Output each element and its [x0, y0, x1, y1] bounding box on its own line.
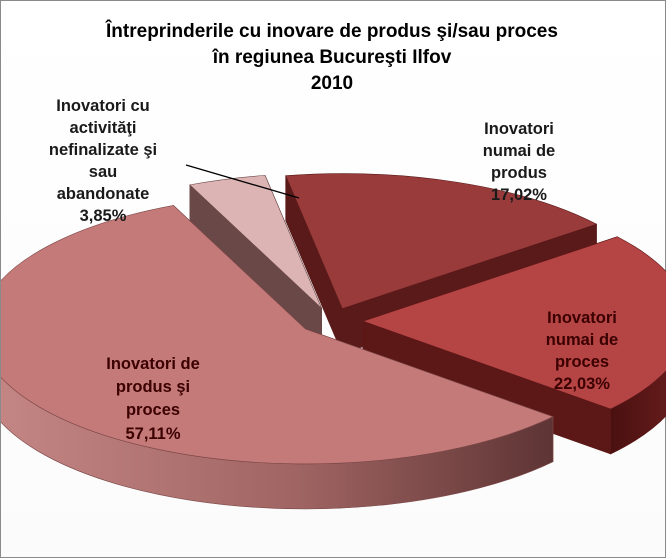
slice-label-abandonate-value: 3,85%	[80, 207, 127, 225]
chart-title-line-1: Întreprinderile cu inovare de produs şi/…	[105, 20, 558, 42]
slice-label-proces-value: 22,03%	[554, 375, 610, 393]
slice-label-abandonate-line-1: Inovatori cu	[56, 97, 150, 115]
pie-slice-proces-top	[362, 236, 666, 410]
chart-title-line-2: în regiunea Bucureşti Ilfov	[212, 47, 452, 68]
slice-label-abandonate-line-4: sau	[89, 163, 117, 181]
chart-title-line-3: 2010	[311, 73, 353, 94]
slice-labels: Inovatori numai de produs 17,02% Inovato…	[49, 97, 618, 443]
slice-label-abandonate-line-3: nefinalizate şi	[49, 141, 157, 159]
pie-slice-proces-rim-1	[610, 370, 666, 455]
slice-label-produs-line-3: produs	[491, 164, 547, 182]
slice-label-produs-line-1: Inovatori	[484, 120, 554, 138]
slice-label-proces-line-2: numai de	[546, 331, 618, 349]
slice-label-proces: Inovatori numai de proces 22,03%	[546, 309, 618, 393]
slice-label-abandonate: Inovatori cu activităţi nefinalizate şi …	[49, 97, 157, 225]
slice-label-produs-si-proces-line-1: Inovatori de	[106, 355, 200, 373]
pie-slice-produs-si-proces-top	[1, 205, 554, 465]
pie-slice-produs-top	[285, 173, 598, 309]
slice-label-proces-line-1: Inovatori	[547, 309, 617, 327]
slice-label-produs-si-proces-value: 57,11%	[125, 425, 180, 443]
slice-label-produs-line-2: numai de	[483, 142, 555, 160]
slice-label-produs-si-proces-line-2: produs şi	[116, 378, 190, 396]
chart-title: Întreprinderile cu inovare de produs şi/…	[105, 20, 558, 94]
pie-slice-abandonate-top	[189, 175, 322, 309]
slice-label-produs: Inovatori numai de produs 17,02%	[483, 120, 555, 204]
slice-label-abandonate-line-2: activităţi	[70, 119, 137, 137]
slice-label-produs-si-proces-line-3: proces	[126, 401, 180, 419]
slice-label-abandonate-line-5: abandonate	[57, 185, 150, 203]
slice-label-proces-line-3: proces	[555, 353, 609, 371]
pie-slices	[1, 173, 666, 510]
slice-label-produs-value: 17,02%	[491, 186, 547, 204]
leader-line	[185, 164, 300, 199]
slice-label-produs-si-proces: Inovatori de produs şi proces 57,11%	[106, 355, 200, 443]
pie-slice-abandonate	[189, 175, 322, 355]
pie-slice-produs-si-proces	[1, 204, 554, 510]
